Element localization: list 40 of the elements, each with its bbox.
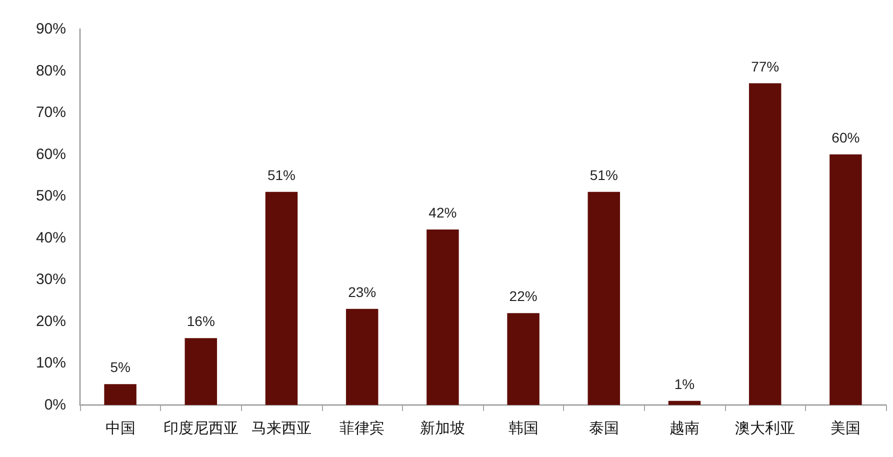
y-tick-label: 20% — [36, 312, 66, 330]
y-tick-label: 40% — [36, 229, 66, 246]
bar — [588, 192, 620, 405]
data-label: 1% — [674, 376, 695, 392]
bar — [104, 384, 136, 405]
bar — [346, 308, 378, 405]
bar — [184, 338, 218, 405]
data-label: 60% — [832, 129, 860, 146]
bar — [748, 83, 782, 405]
bar — [830, 154, 862, 405]
y-tick-label: 90% — [36, 20, 66, 38]
y-tick-label: 70% — [36, 104, 66, 122]
data-label: 51% — [590, 166, 618, 183]
y-tick-label: 80% — [36, 62, 66, 80]
x-tick-label: 中国 — [105, 420, 136, 437]
y-tick-label: 60% — [36, 146, 66, 163]
x-tick-label: 菲律宾 — [340, 420, 385, 437]
x-tick-label: 韩国 — [508, 420, 538, 437]
bar — [507, 313, 540, 405]
data-label: 5% — [110, 359, 130, 376]
data-label: 22% — [509, 288, 538, 304]
y-tick-label: 30% — [36, 271, 66, 288]
bar — [426, 230, 459, 405]
data-label: 16% — [186, 313, 215, 330]
x-tick-label: 印度尼西亚 — [163, 420, 238, 437]
y-tick-label: 10% — [36, 354, 66, 372]
bar — [668, 400, 701, 405]
y-tick-label: 50% — [36, 188, 66, 205]
data-label: 42% — [428, 204, 457, 221]
x-tick-label: 马来西亚 — [252, 420, 312, 437]
x-tick-label: 澳大利亚 — [735, 420, 796, 437]
x-tick-label: 泰国 — [588, 420, 619, 437]
data-label: 23% — [348, 284, 376, 300]
y-tick-label: 0% — [44, 396, 66, 414]
x-tick-label: 越南 — [670, 420, 700, 437]
x-tick-label: 新加坡 — [420, 420, 466, 437]
data-label: 51% — [267, 166, 296, 183]
bar — [265, 192, 298, 405]
x-tick-label: 美国 — [830, 420, 861, 437]
data-label: 77% — [751, 58, 780, 74]
